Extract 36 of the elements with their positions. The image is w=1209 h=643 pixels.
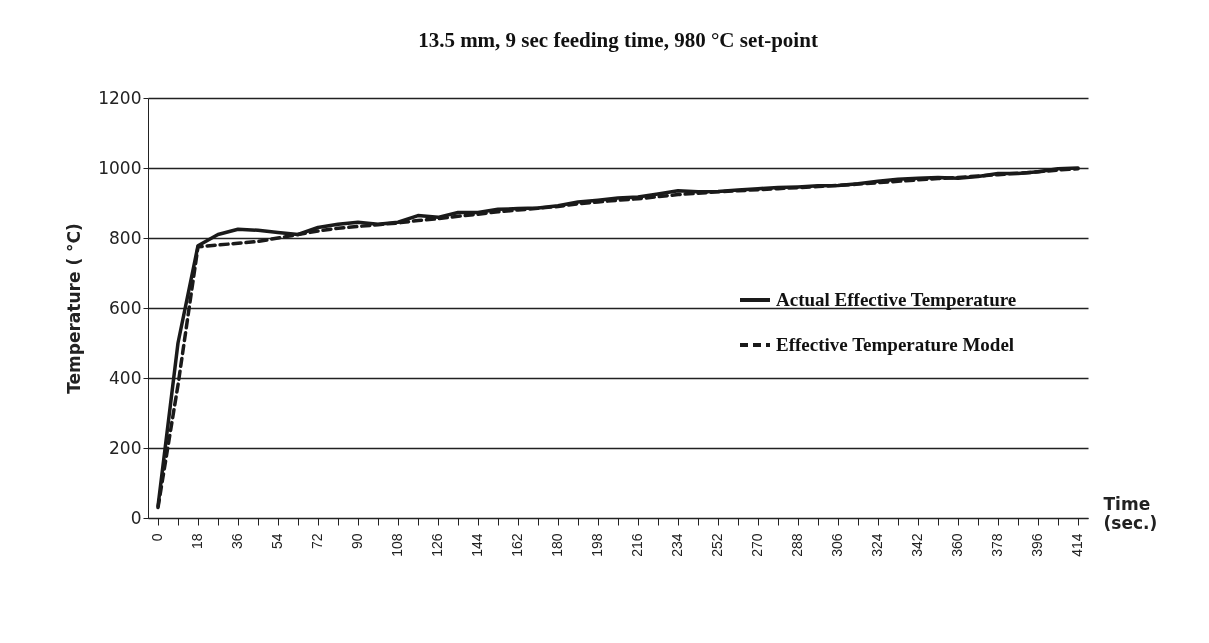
x-tick-label: 342 bbox=[909, 533, 925, 557]
x-tick-label: 54 bbox=[269, 533, 285, 550]
x-tick-label: 36 bbox=[229, 533, 245, 550]
x-tick-label: 108 bbox=[389, 533, 405, 557]
y-tick-label: 200 bbox=[109, 437, 142, 458]
x-tick-label: 18 bbox=[189, 533, 205, 550]
x-tick-label: 216 bbox=[629, 533, 645, 557]
x-tick-label: 396 bbox=[1029, 533, 1045, 557]
x-axis-title: Time (sec.) bbox=[1103, 493, 1158, 533]
legend-label: Effective Temperature Model bbox=[776, 334, 1015, 355]
chart-title: 13.5 mm, 9 sec feeding time, 980 °C set-point bbox=[418, 28, 818, 52]
x-tick-label: 324 bbox=[869, 533, 885, 557]
legend-label: Actual Effective Temperature bbox=[776, 289, 1017, 310]
y-tick-label: 600 bbox=[109, 297, 142, 318]
x-tick-label: 234 bbox=[669, 533, 685, 557]
x-tick-label: 378 bbox=[989, 533, 1005, 557]
x-tick-label: 72 bbox=[309, 533, 325, 550]
x-tick-label: 144 bbox=[469, 533, 485, 557]
x-tick-label: 126 bbox=[429, 533, 445, 557]
y-axis-title: Temperature ( °C) bbox=[64, 223, 85, 394]
y-tick-label: 800 bbox=[109, 227, 142, 248]
y-tick-label: 1000 bbox=[98, 157, 142, 178]
x-tick-label: 198 bbox=[589, 533, 605, 557]
x-tick-label: 0 bbox=[149, 533, 165, 542]
x-tick-label: 270 bbox=[749, 533, 765, 557]
x-tick-label: 360 bbox=[949, 533, 965, 557]
x-tick-label: 162 bbox=[509, 533, 525, 557]
x-tick-label: 252 bbox=[709, 533, 725, 557]
x-tick-label: 90 bbox=[349, 533, 365, 550]
x-tick-label: 288 bbox=[789, 533, 805, 557]
y-tick-label: 1200 bbox=[98, 87, 142, 108]
x-tick-label: 306 bbox=[829, 533, 845, 557]
y-tick-label: 400 bbox=[109, 367, 142, 388]
x-tick-label: 180 bbox=[549, 533, 565, 557]
x-tick-label: 414 bbox=[1069, 533, 1085, 557]
y-tick-label: 0 bbox=[130, 507, 142, 528]
